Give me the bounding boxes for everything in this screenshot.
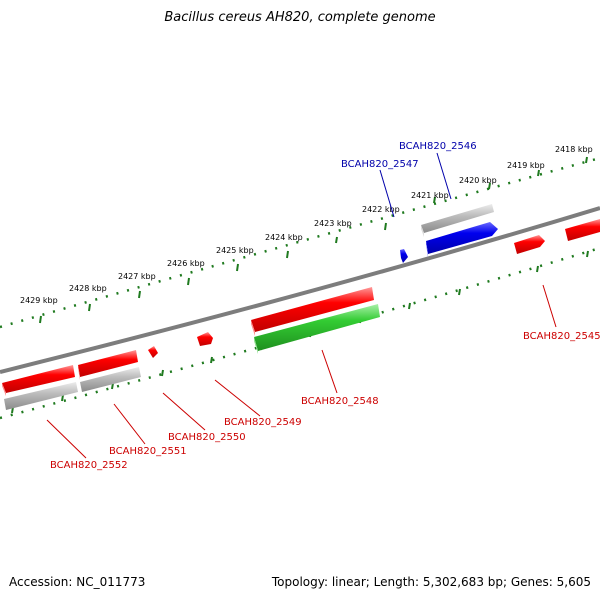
tick-label: 2428 kbp: [69, 284, 107, 293]
gene-feature-bcah820-2550[interactable]: [148, 346, 158, 358]
gene-label-bcah820-2549[interactable]: BCAH820_2549: [224, 417, 302, 428]
genome-backbone: [0, 206, 600, 374]
gene-label-bcah820-2548[interactable]: BCAH820_2548: [301, 396, 379, 407]
gene-label-bcah820-2552[interactable]: BCAH820_2552: [50, 460, 128, 471]
tick-label: 2427 kbp: [118, 272, 156, 281]
tick-label: 2426 kbp: [167, 259, 205, 268]
gene-feature-bcah820-2548[interactable]: [251, 287, 374, 336]
tick-label: 2425 kbp: [216, 246, 254, 255]
tick-label: 2420 kbp: [459, 176, 497, 185]
gene-label-bcah820-2551[interactable]: BCAH820_2551: [109, 446, 187, 457]
genome-summary-text: Topology: linear; Length: 5,302,683 bp; …: [271, 575, 591, 589]
gene-feature-bcah820-2545[interactable]: [514, 219, 600, 254]
tick-label: 2424 kbp: [265, 233, 303, 242]
outer-major-ticks: [39, 156, 588, 324]
gene-feature-bcah820-2552[interactable]: [2, 365, 75, 396]
gene-label-bcah820-2547[interactable]: BCAH820_2547: [341, 159, 419, 170]
tick-label: 2429 kbp: [20, 296, 58, 305]
tick-label: 2423 kbp: [314, 219, 352, 228]
gene-feature-gray-3[interactable]: [4, 382, 78, 410]
gene-feature-gray-2[interactable]: [80, 367, 141, 392]
gene-feature-bcah820-2549[interactable]: [197, 332, 213, 346]
tick-label: 2418 kbp: [555, 145, 593, 154]
gene-feature-bcah820-2546[interactable]: [426, 222, 498, 257]
tick-label: 2422 kbp: [362, 205, 400, 214]
tick-label: 2421 kbp: [411, 191, 449, 200]
gene-label-bcah820-2545[interactable]: BCAH820_2545: [523, 331, 600, 342]
gene-feature-gray[interactable]: [421, 204, 494, 237]
scale-tick-labels: 2418 kbp 2419 kbp 2420 kbp 2421 kbp 2422…: [20, 145, 593, 305]
outer-scale-ring: [0, 156, 600, 329]
tick-label: 2419 kbp: [507, 161, 545, 170]
accession-text: Accession: NC_011773: [9, 575, 146, 589]
gene-feature-green[interactable]: [254, 304, 380, 354]
gene-feature-bcah820-2547[interactable]: [400, 249, 408, 263]
gene-feature-bcah820-2551[interactable]: [78, 350, 138, 380]
label-leader-lines: [46, 152, 557, 459]
gene-label-bcah820-2550[interactable]: BCAH820_2550: [168, 432, 246, 443]
gene-label-bcah820-2546[interactable]: BCAH820_2546: [399, 141, 477, 152]
map-title: Bacillus cereus AH820, complete genome: [164, 10, 436, 25]
